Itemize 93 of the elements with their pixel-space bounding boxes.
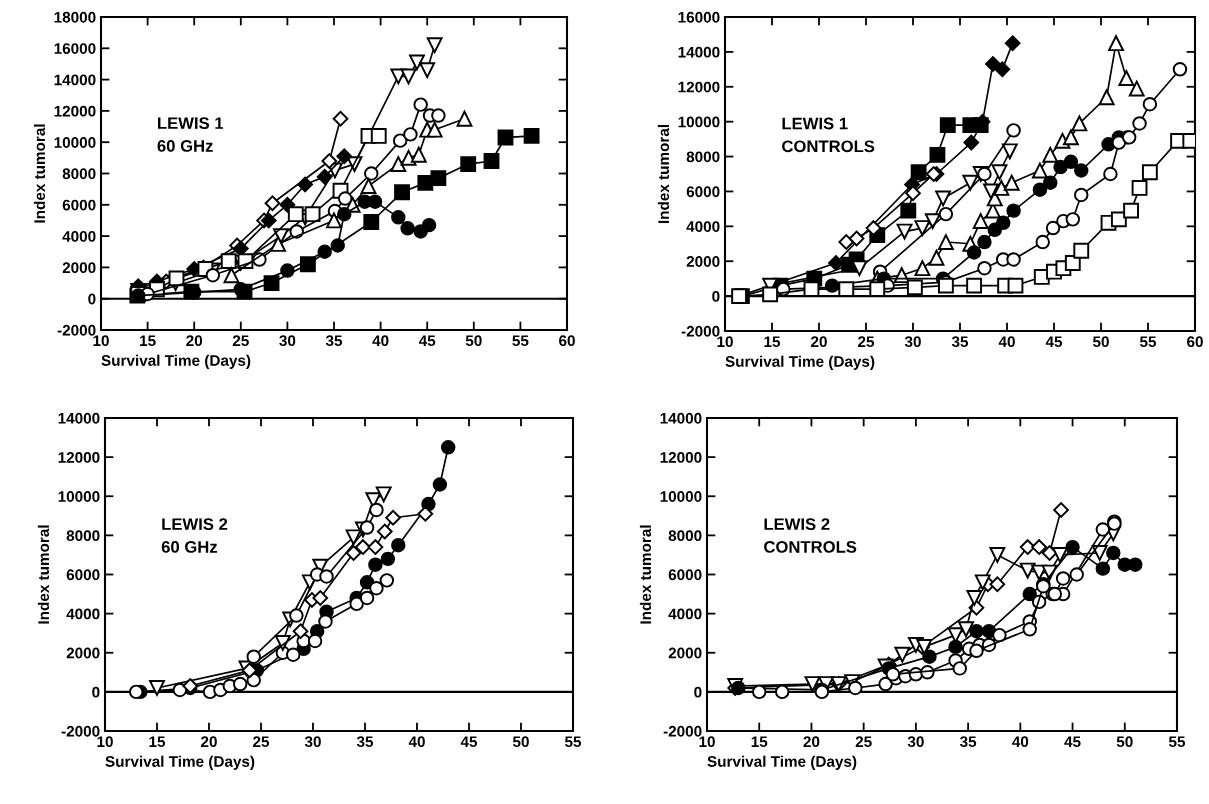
x-tick-label: 25 [253, 736, 270, 748]
y-tick-label: 14000 [54, 74, 96, 86]
y-tick-label: 16000 [678, 11, 720, 23]
y-tick-label: 14000 [660, 412, 702, 424]
x-tick-label: 30 [904, 336, 921, 348]
x-tick-label: 55 [1139, 336, 1157, 348]
y-tick-label: 12000 [678, 81, 720, 93]
x-axis-title: Survival Time (Days) [101, 354, 251, 369]
x-tick-label: 30 [279, 335, 296, 347]
y-tick-label: 8000 [686, 151, 720, 163]
y-tick-label: 8000 [66, 530, 100, 542]
x-axis-title: Survival Time (Days) [707, 755, 857, 770]
x-tick-label: 55 [1168, 736, 1186, 748]
y-tick-label: -2000 [681, 325, 720, 337]
x-tick-label: 45 [460, 736, 478, 748]
x-tick-label: 15 [751, 736, 768, 748]
y-tick-label: 4000 [62, 230, 96, 242]
y-tick-label: 0 [88, 293, 96, 305]
y-tick-label: 14000 [58, 412, 100, 424]
x-tick-label: 40 [998, 336, 1015, 348]
y-axis-title: Index tumoral [33, 124, 46, 223]
x-tick-label: 15 [140, 335, 156, 347]
y-tick-label: -2000 [663, 725, 702, 737]
x-tick-label: 50 [1092, 336, 1109, 348]
y-tick-label: 10000 [54, 137, 96, 148]
annotation: LEWIS 2 CONTROLS [764, 518, 857, 553]
x-tick-label: 25 [858, 336, 875, 348]
y-tick-label: 2000 [66, 647, 100, 659]
x-tick-label: 40 [408, 736, 425, 748]
x-tick-label: 55 [512, 335, 529, 347]
y-tick-label: 2000 [686, 256, 720, 267]
y-tick-label: 10000 [678, 116, 720, 128]
y-tick-label: 0 [92, 686, 100, 698]
x-axis-title: Survival Time (Days) [725, 355, 875, 370]
x-tick-label: 25 [232, 335, 249, 347]
y-axis-title: Index tumoral [639, 525, 652, 624]
y-tick-label: 2000 [668, 647, 702, 659]
y-tick-label: 14000 [678, 46, 720, 58]
y-tick-label: 6000 [668, 569, 702, 581]
y-tick-label: 6000 [66, 569, 100, 581]
annotation: LEWIS 2 60 GHz [161, 518, 228, 553]
x-tick-label: 10 [699, 736, 715, 748]
y-tick-label: 10000 [58, 491, 100, 502]
x-tick-label: 20 [201, 736, 217, 748]
x-tick-label: 35 [951, 336, 969, 348]
y-tick-label: 10000 [660, 491, 702, 502]
y-tick-label: 12000 [58, 451, 100, 463]
x-tick-label: 30 [907, 736, 924, 748]
x-tick-label: 30 [304, 736, 321, 748]
y-tick-label: 16000 [54, 43, 96, 54]
x-tick-label: 35 [959, 736, 977, 748]
x-tick-label: 40 [1012, 736, 1029, 748]
y-tick-label: 6000 [686, 186, 720, 198]
x-tick-label: 15 [764, 336, 781, 348]
x-tick-label: 45 [1064, 736, 1081, 748]
y-tick-label: -2000 [57, 324, 96, 336]
x-tick-label: 10 [97, 736, 113, 748]
y-tick-label: 6000 [62, 199, 96, 211]
x-tick-label: 10 [93, 335, 109, 347]
y-tick-label: 0 [694, 686, 702, 698]
x-tick-label: 15 [149, 736, 166, 748]
y-axis-title: Index tumoral [37, 525, 50, 624]
x-tick-label: 20 [811, 336, 827, 348]
x-tick-label: 10 [717, 336, 733, 348]
y-axis-title: Index tumoral [657, 124, 670, 224]
annotation: LEWIS 1 CONTROLS [782, 117, 875, 153]
x-tick-label: 60 [559, 335, 575, 347]
x-tick-label: 50 [512, 736, 529, 748]
x-tick-label: 50 [465, 335, 482, 347]
y-tick-label: 4000 [668, 608, 702, 620]
x-tick-label: 50 [1116, 736, 1133, 748]
x-tick-label: 55 [564, 736, 582, 748]
y-tick-label: 2000 [62, 262, 96, 274]
y-tick-label: 18000 [54, 11, 96, 23]
y-tick-label: 12000 [660, 451, 702, 463]
x-tick-label: 35 [325, 335, 343, 347]
y-tick-label: 0 [712, 290, 720, 302]
y-tick-label: 12000 [54, 105, 96, 117]
y-tick-label: 4000 [686, 221, 720, 233]
x-tick-label: 25 [855, 736, 872, 748]
x-tick-label: 20 [803, 736, 820, 748]
x-tick-label: 35 [356, 736, 374, 748]
y-tick-label: 4000 [66, 608, 100, 620]
x-tick-label: 60 [1187, 336, 1203, 348]
x-tick-label: 45 [1045, 336, 1063, 348]
y-tick-label: 8000 [62, 168, 96, 180]
annotation: LEWIS 1 60 GHz [157, 117, 224, 152]
y-tick-label: 8000 [668, 530, 702, 542]
x-tick-label: 45 [418, 335, 436, 347]
x-tick-label: 20 [186, 335, 203, 347]
y-tick-label: -2000 [61, 725, 100, 737]
x-axis-title: Survival Time (Days) [105, 755, 255, 770]
x-tick-label: 40 [372, 335, 389, 347]
